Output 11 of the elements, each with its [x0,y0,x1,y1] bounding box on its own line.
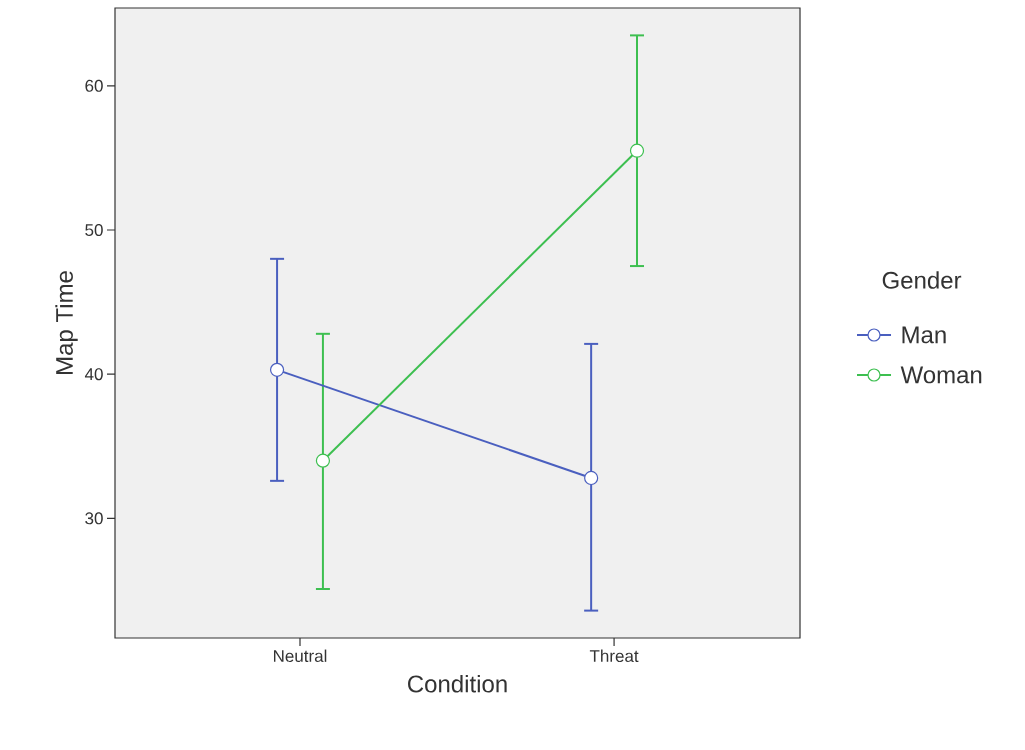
x-tick-label: Neutral [273,649,327,663]
legend-title: Gender [882,271,962,289]
legend-label: Woman [900,366,982,384]
x-tick-label: Threat [589,649,639,663]
x-axis-title: Condition [408,674,507,693]
y-tick-label: 50 [85,223,103,237]
y-tick-label: 40 [84,368,103,381]
y-axis-title: Map Time [55,271,78,374]
y-tick-label: 60 [85,79,103,92]
legend-label: Man [902,326,946,344]
y-tick-label: 30 [85,512,103,525]
